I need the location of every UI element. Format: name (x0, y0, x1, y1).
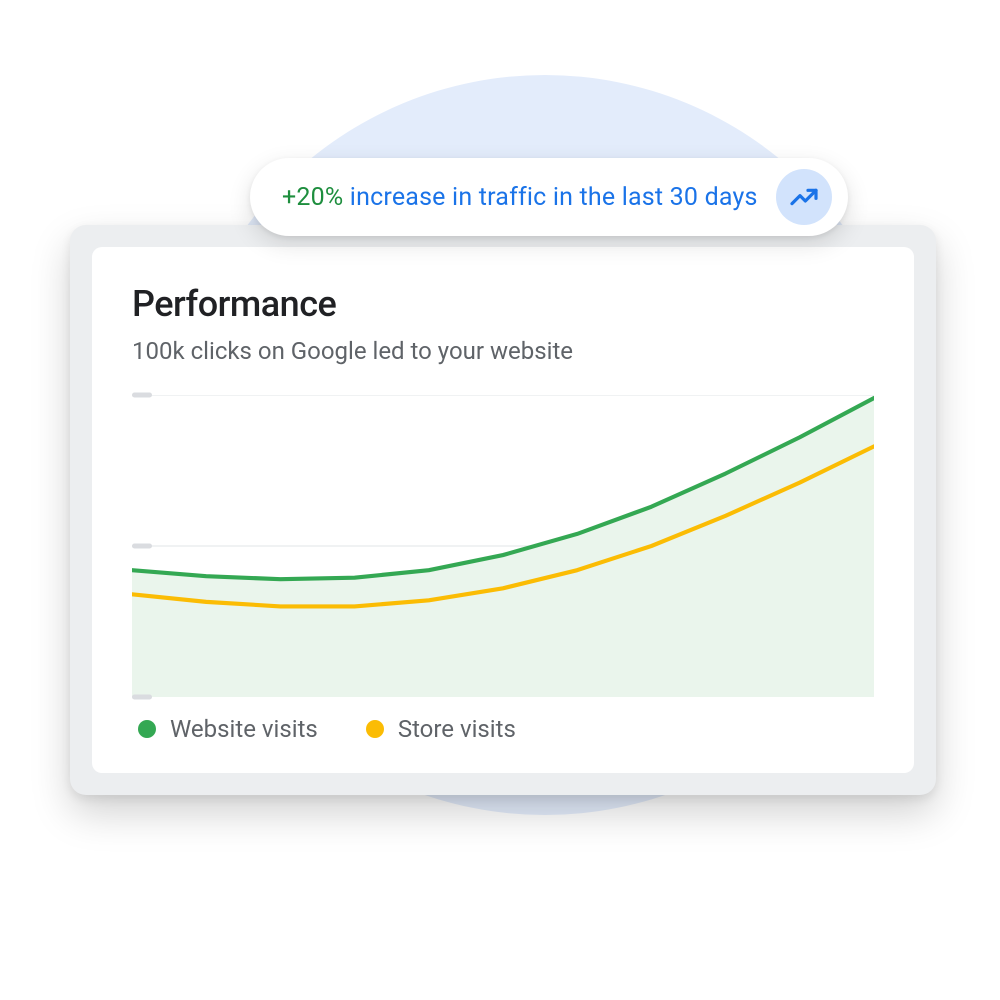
performance-chart (132, 395, 874, 697)
performance-card-inner: Performance 100k clicks on Google led to… (92, 247, 914, 773)
chart-ytick (132, 544, 152, 549)
legend-dot (138, 720, 156, 738)
card-title: Performance (132, 283, 874, 325)
traffic-increase-rest: increase in traffic in the last 30 days (343, 183, 757, 212)
traffic-increase-percent: +20% (282, 183, 343, 212)
chart-ytick (132, 695, 152, 700)
traffic-increase-text: +20% increase in traffic in the last 30 … (282, 183, 758, 212)
chart-ytick (132, 393, 152, 398)
card-subtitle: 100k clicks on Google led to your websit… (132, 337, 874, 365)
chart-legend: Website visits Store visits (132, 715, 874, 743)
performance-card: Performance 100k clicks on Google led to… (70, 225, 936, 795)
legend-label: Store visits (398, 715, 516, 743)
legend-item: Website visits (138, 715, 318, 743)
traffic-increase-pill: +20% increase in traffic in the last 30 … (250, 158, 848, 236)
legend-label: Website visits (170, 715, 318, 743)
legend-item: Store visits (366, 715, 516, 743)
legend-dot (366, 720, 384, 738)
chart-svg (132, 395, 874, 697)
trend-up-icon (776, 169, 832, 225)
